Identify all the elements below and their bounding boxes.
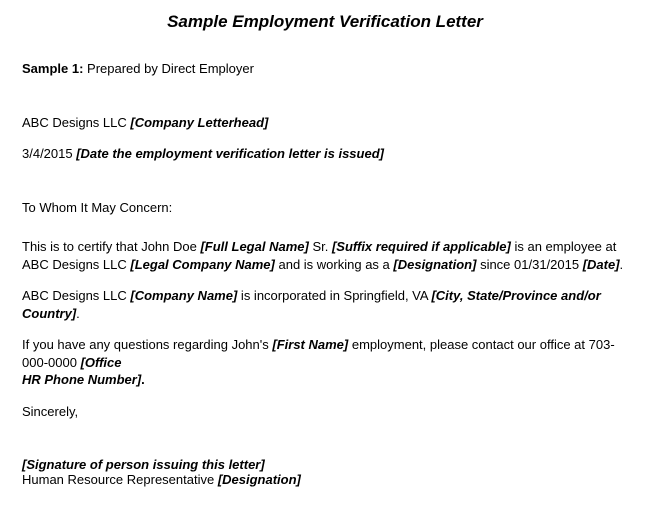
company-name: ABC Designs LLC <box>22 115 130 130</box>
document-title: Sample Employment Verification Letter <box>22 12 628 32</box>
body-paragraph-1: This is to certify that John Doe [Full L… <box>22 238 628 273</box>
hr-phone-placeholder: HR Phone Number] <box>22 372 141 387</box>
date-placeholder: [Date the employment verification letter… <box>76 146 384 161</box>
date-value: 3/4/2015 <box>22 146 76 161</box>
body1-text-i: since 01/31/2015 <box>476 257 582 272</box>
office-placeholder-line1: [Office <box>81 355 122 370</box>
full-legal-name-placeholder: [Full Legal Name] <box>200 239 308 254</box>
signature-role-line: Human Resource Representative [Designati… <box>22 472 628 487</box>
signature-designation-placeholder: [Designation] <box>218 472 301 487</box>
body2-text-e: . <box>76 306 80 321</box>
sample-text: Prepared by Direct Employer <box>83 61 254 76</box>
body1-text-c: Sr. <box>309 239 332 254</box>
company-line: ABC Designs LLC [Company Letterhead] <box>22 114 628 132</box>
suffix-placeholder: [Suffix required if applicable] <box>332 239 511 254</box>
signature-role-text: Human Resource Representative <box>22 472 218 487</box>
date-line: 3/4/2015 [Date the employment verificati… <box>22 145 628 163</box>
body2-text-c: is incorporated in Springfield, VA <box>237 288 431 303</box>
body1-text-g: and is working as a <box>275 257 394 272</box>
body1-text-a: This is to certify that John Doe <box>22 239 200 254</box>
signature-block: [Signature of person issuing this letter… <box>22 457 628 487</box>
body2-text-a: ABC Designs LLC <box>22 288 130 303</box>
document-page: Sample Employment Verification Letter Sa… <box>0 0 650 507</box>
body-paragraph-3: If you have any questions regarding John… <box>22 336 628 389</box>
body3-text-a: If you have any questions regarding John… <box>22 337 272 352</box>
body1-text-k: . <box>620 257 624 272</box>
sample-label: Sample 1: <box>22 61 83 76</box>
closing: Sincerely, <box>22 403 628 421</box>
company-placeholder: [Company Letterhead] <box>130 115 268 130</box>
body3-text-f: . <box>141 372 145 387</box>
first-name-placeholder: [First Name] <box>272 337 348 352</box>
company-name-placeholder: [Company Name] <box>130 288 237 303</box>
body-paragraph-2: ABC Designs LLC [Company Name] is incorp… <box>22 287 628 322</box>
start-date-placeholder: [Date] <box>583 257 620 272</box>
designation-placeholder: [Designation] <box>393 257 476 272</box>
signature-placeholder: [Signature of person issuing this letter… <box>22 457 628 472</box>
sample-line: Sample 1: Prepared by Direct Employer <box>22 60 628 78</box>
salutation: To Whom It May Concern: <box>22 199 628 217</box>
legal-company-name-placeholder: [Legal Company Name] <box>130 257 274 272</box>
